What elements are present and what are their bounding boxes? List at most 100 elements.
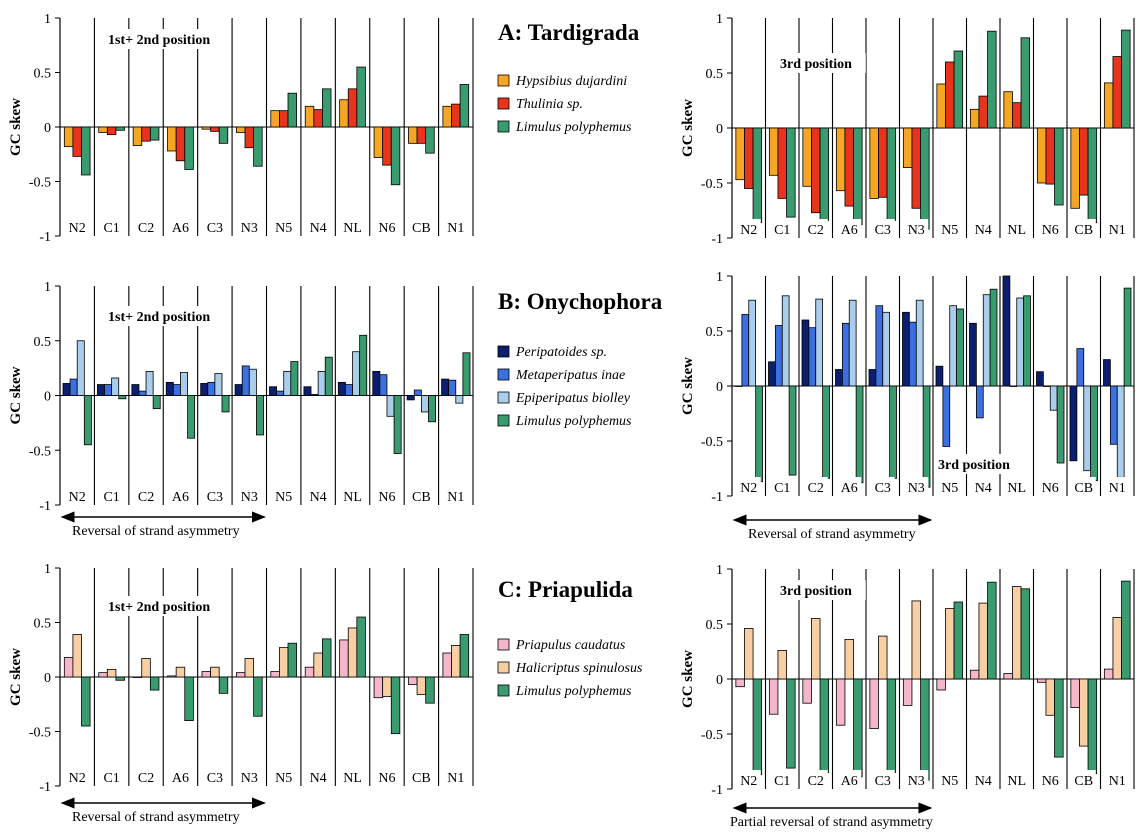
bar-priapulus-N1 — [1103, 668, 1114, 680]
bar-metaperipatus-N2 — [741, 314, 750, 387]
bar-halicriptus-N4 — [313, 652, 323, 678]
category-label-bg — [870, 770, 895, 789]
category-label-bg — [1071, 477, 1096, 496]
bar-thulinia-C2 — [141, 126, 151, 142]
bar-metaperipatus-N6 — [379, 374, 388, 396]
category-label-bg — [443, 486, 468, 505]
bar-limulus-N6 — [1054, 678, 1064, 758]
bar-halicriptus-C1 — [106, 668, 117, 678]
y-tick-label: 1 — [716, 12, 723, 27]
y-tick-label: -1 — [39, 499, 51, 514]
legend-label: Epiperipatus biolley — [515, 391, 631, 406]
bar-metaperipatus-N4 — [975, 385, 984, 419]
strand-asymmetry-note: Reversal of strand asymmetry — [748, 527, 916, 542]
bar-epiperipatus-N2 — [748, 299, 757, 387]
bar-peripatoides-C2 — [801, 319, 810, 387]
bar-halicriptus-N1 — [1112, 617, 1122, 680]
bar-hypsibius-A6 — [835, 127, 846, 192]
y-tick-label: 0.5 — [34, 67, 52, 82]
category-label: N4 — [310, 490, 327, 505]
bar-metaperipatus-N6 — [1042, 385, 1051, 387]
bar-priapulus-N3 — [902, 678, 913, 706]
bar-peripatoides-N6 — [1036, 371, 1044, 387]
bar-hypsibius-N6 — [373, 126, 384, 158]
category-label-bg — [1038, 770, 1063, 789]
category-label: C2 — [138, 771, 154, 786]
bar-limulus-N4 — [322, 638, 332, 678]
category-label: N3 — [908, 774, 925, 789]
legend-swatch — [497, 368, 510, 381]
category-label-bg — [1038, 477, 1063, 496]
category-label: N2 — [69, 771, 86, 786]
bar-metaperipatus-C3 — [207, 381, 216, 396]
bar-peripatoides-N1 — [1103, 359, 1111, 387]
category-label-bg — [1004, 770, 1029, 789]
bar-priapulus-NL — [339, 639, 349, 678]
bar-limulus-N5 — [287, 642, 298, 678]
category-label: CB — [1074, 223, 1093, 238]
bar-metaperipatus-N5 — [276, 390, 285, 396]
bar-limulus-A6 — [855, 385, 864, 484]
category-label: N5 — [941, 481, 958, 496]
legend-label: Halicriptus spinulosus — [515, 661, 643, 676]
category-label-bg — [904, 477, 929, 496]
category-label-bg — [271, 217, 296, 236]
bar-metaperipatus-N3 — [908, 321, 917, 387]
bar-thulinia-N6 — [382, 126, 392, 166]
legend-swatch — [497, 74, 510, 87]
bar-hypsibius-N5 — [270, 110, 280, 128]
category-label: N4 — [975, 481, 992, 496]
bar-limulus-CB — [428, 395, 436, 423]
bar-hypsibius-N5 — [936, 83, 946, 129]
category-label-bg — [1071, 770, 1096, 789]
bar-halicriptus-A6 — [844, 639, 854, 680]
y-tick-label: 0.5 — [706, 618, 724, 633]
bar-peripatoides-N1 — [441, 378, 450, 396]
bar-epiperipatus-C1 — [781, 295, 790, 387]
bar-limulus-C3 — [889, 385, 897, 479]
bar-hypsibius-N2 — [63, 126, 74, 148]
category-label: N5 — [275, 771, 292, 786]
bar-limulus-N5 — [287, 92, 298, 128]
category-label: C1 — [103, 490, 119, 505]
group-B: B: Onychophora Peripatoides sp. Metaperipa… — [497, 289, 663, 429]
y-tick-label: -0.5 — [701, 728, 723, 743]
bar-priapulus-N5 — [936, 678, 946, 691]
category-label-bg — [870, 219, 895, 238]
category-label-bg — [971, 477, 996, 496]
category-label-bg — [937, 477, 962, 496]
bar-halicriptus-A6 — [175, 666, 186, 678]
bar-epiperipatus-C3 — [214, 373, 223, 396]
y-tick-label: 0 — [716, 122, 723, 137]
chart-A2: 1 0.5 0 -0.5 -1 GC skew N2 C1 C2 A6 C3 N3 N5 N4 NL N6 CB… — [680, 12, 1135, 247]
category-label-bg — [736, 219, 761, 238]
category-label: N1 — [1109, 774, 1126, 789]
bar-limulus-NL — [1023, 295, 1031, 387]
bar-epiperipatus-NL — [352, 351, 361, 396]
bar-peripatoides-A6 — [165, 381, 174, 396]
bar-hypsibius-C1 — [768, 127, 779, 176]
bar-limulus-C2 — [819, 127, 830, 221]
bar-priapulus-C2 — [802, 678, 812, 704]
category-label: N3 — [908, 481, 925, 496]
position-annotation: 1st+ 2nd position — [108, 33, 210, 48]
category-label: N3 — [241, 490, 258, 505]
bar-epiperipatus-N3 — [915, 299, 924, 387]
bar-priapulus-C1 — [768, 678, 779, 715]
category-label-bg — [837, 770, 862, 789]
category-label: C2 — [808, 481, 824, 496]
bar-hypsibius-N4 — [969, 108, 980, 129]
bar-thulinia-N4 — [978, 95, 988, 129]
bar-limulus-A6 — [184, 126, 194, 170]
bar-limulus-N1 — [462, 352, 471, 396]
bar-peripatoides-C3 — [200, 383, 209, 396]
bar-priapulus-C1 — [98, 672, 108, 678]
bar-epiperipatus-C3 — [882, 311, 891, 387]
category-label: N2 — [69, 490, 86, 505]
bar-priapulus-C3 — [201, 671, 211, 678]
bar-hypsibius-C2 — [802, 127, 812, 187]
bar-limulus-C3 — [218, 126, 229, 144]
bar-priapulus-N5 — [270, 671, 280, 678]
y-tick-label: 0 — [716, 380, 723, 395]
category-label: N3 — [241, 771, 258, 786]
